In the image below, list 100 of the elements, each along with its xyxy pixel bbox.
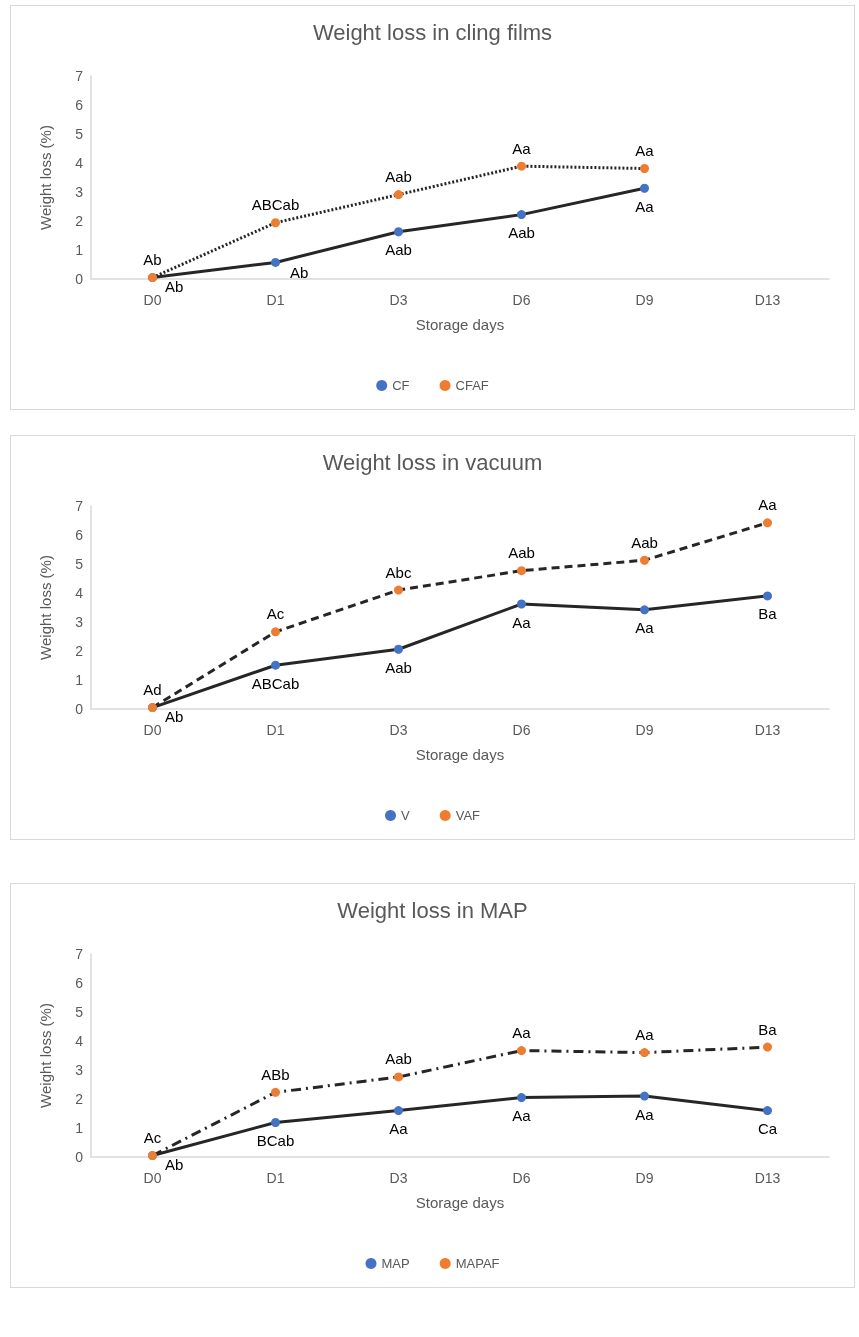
point xyxy=(763,1042,772,1052)
data-label: Aa xyxy=(635,142,655,160)
data-label: Ab xyxy=(165,708,184,726)
point xyxy=(271,257,280,267)
x-tick-label: D6 xyxy=(512,722,531,738)
y-tick-label: 1 xyxy=(75,1120,84,1136)
data-label: Aa xyxy=(635,1026,655,1044)
y-tick-label: 0 xyxy=(75,1149,84,1165)
x-tick-label: D13 xyxy=(754,1170,781,1186)
x-tick-label: D3 xyxy=(389,292,408,308)
data-label: Aab xyxy=(385,168,412,186)
y-tick-label: 7 xyxy=(75,946,84,962)
point xyxy=(517,1093,526,1103)
y-axis-title: Weight loss (%) xyxy=(37,1003,54,1108)
data-label: Ac xyxy=(143,1129,162,1147)
y-axis-title: Weight loss (%) xyxy=(37,125,54,230)
point xyxy=(517,599,526,609)
x-tick-label: D6 xyxy=(512,1170,531,1186)
y-tick-label: 4 xyxy=(75,155,84,171)
y-tick-label: 1 xyxy=(75,672,84,688)
y-tick-label: 7 xyxy=(75,68,84,84)
data-label: Aab xyxy=(508,544,535,562)
legend-label: MAP xyxy=(381,1256,410,1271)
chart-title: Weight loss in MAP xyxy=(337,897,528,923)
data-label: Ca xyxy=(757,1120,778,1138)
point xyxy=(271,627,280,637)
chart-title: Weight loss in cling films xyxy=(312,19,553,45)
x-tick-label: D9 xyxy=(635,1170,654,1186)
x-tick-label: D1 xyxy=(266,1170,285,1186)
y-tick-label: 7 xyxy=(75,498,84,514)
point xyxy=(763,518,772,528)
legend-label: V xyxy=(401,808,411,823)
point xyxy=(271,660,280,670)
data-label: Ba xyxy=(758,1020,778,1038)
point xyxy=(394,644,403,654)
y-tick-label: 4 xyxy=(75,1033,84,1049)
point xyxy=(640,164,649,174)
x-tick-label: D1 xyxy=(266,722,285,738)
data-label: Ac xyxy=(266,605,285,623)
x-axis-title: Storage days xyxy=(415,316,505,333)
data-label: Aa xyxy=(512,139,532,157)
y-tick-label: 3 xyxy=(75,1062,84,1078)
point xyxy=(517,210,526,220)
y-tick-label: 0 xyxy=(75,271,84,287)
data-label: Aab xyxy=(385,1050,412,1068)
x-axis-title: Storage days xyxy=(415,1194,505,1211)
y-tick-label: 6 xyxy=(75,97,84,113)
y-tick-label: 3 xyxy=(75,614,84,630)
y-tick-label: 3 xyxy=(75,184,84,200)
point xyxy=(517,1046,526,1056)
data-label: Ab xyxy=(143,251,162,269)
point xyxy=(763,1106,772,1116)
point xyxy=(640,1048,649,1058)
data-label: ABb xyxy=(261,1065,290,1083)
point xyxy=(271,218,280,228)
legend-label: VAF xyxy=(455,808,481,823)
x-axis-title: Storage days xyxy=(415,746,505,763)
data-label: Ab xyxy=(290,263,309,281)
point xyxy=(394,1106,403,1116)
x-tick-label: D0 xyxy=(143,292,162,308)
data-label: Aab xyxy=(631,533,658,551)
point xyxy=(394,585,403,595)
legend-label: MAPAF xyxy=(455,1256,500,1271)
data-label: Ba xyxy=(758,605,778,623)
y-tick-label: 5 xyxy=(75,126,84,142)
x-tick-label: D3 xyxy=(389,722,408,738)
y-tick-label: 5 xyxy=(75,1004,84,1020)
y-tick-label: 0 xyxy=(75,701,84,717)
data-label: Aa xyxy=(512,1024,532,1042)
data-label: Abc xyxy=(385,563,412,581)
data-label: Aa xyxy=(758,496,778,514)
data-label: Ab xyxy=(165,1156,184,1174)
y-tick-label: 4 xyxy=(75,585,84,601)
point xyxy=(271,1117,280,1127)
x-tick-label: D0 xyxy=(143,722,162,738)
data-label: Aa xyxy=(512,1107,532,1125)
y-axis-title: Weight loss (%) xyxy=(37,555,54,660)
point xyxy=(394,227,403,237)
x-tick-label: D6 xyxy=(512,292,531,308)
y-tick-label: 1 xyxy=(75,242,84,258)
y-tick-label: 5 xyxy=(75,556,84,572)
legend-label: CFAF xyxy=(455,378,489,393)
x-tick-label: D0 xyxy=(143,1170,162,1186)
x-tick-label: D9 xyxy=(635,722,654,738)
point xyxy=(763,591,772,601)
point xyxy=(640,605,649,615)
data-label: Aa xyxy=(635,197,655,215)
data-label: Aa xyxy=(389,1120,409,1138)
point xyxy=(517,161,526,171)
data-label: Aa xyxy=(512,613,532,631)
y-tick-label: 2 xyxy=(75,213,84,229)
data-label: ABCab xyxy=(251,196,300,214)
legend-label: CF xyxy=(392,378,410,393)
point xyxy=(517,566,526,576)
data-label: BCab xyxy=(256,1131,295,1149)
data-label: Aa xyxy=(635,619,655,637)
x-tick-label: D13 xyxy=(754,292,781,308)
point xyxy=(640,555,649,565)
x-tick-label: D1 xyxy=(266,292,285,308)
x-tick-label: D3 xyxy=(389,1170,408,1186)
